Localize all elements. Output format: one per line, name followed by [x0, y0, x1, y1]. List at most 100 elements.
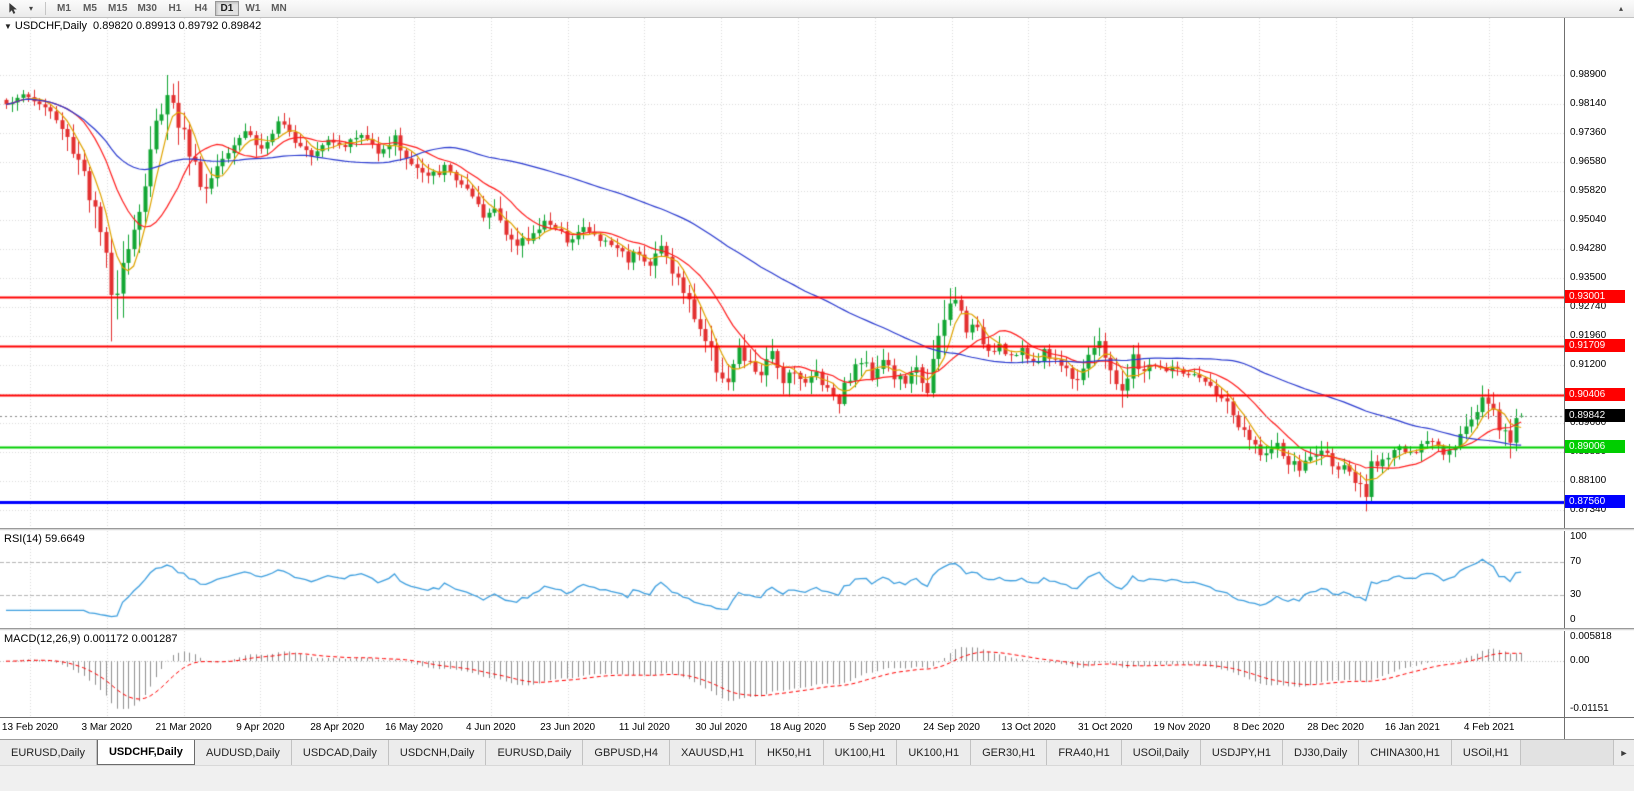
price-tick: 0.91960: [1570, 330, 1607, 342]
date-label: 9 Apr 2020: [236, 722, 285, 733]
macd-tick: 0.00: [1570, 655, 1590, 667]
chart-tab[interactable]: FRA40,H1: [1047, 740, 1122, 765]
date-label: 13 Feb 2020: [1, 722, 59, 733]
hline-price-badge: 0.91709: [1565, 338, 1625, 352]
toolbar-separator: [45, 2, 46, 15]
price-tick: 0.87340: [1570, 504, 1607, 515]
chart-tab[interactable]: USDCAD,Daily: [291, 740, 389, 765]
rsi-tick: 30: [1570, 589, 1582, 601]
panel-splitter[interactable]: [0, 628, 1634, 631]
chart-tab[interactable]: HK50,H1: [755, 740, 824, 765]
chart-tab[interactable]: UK100,H1: [823, 740, 898, 765]
date-label: 30 Jul 2020: [695, 722, 748, 733]
macd-tick: 0.005818: [1570, 631, 1612, 642]
chart-tab[interactable]: EURUSD,Daily: [486, 740, 584, 765]
chevron-down-icon: ▾: [28, 3, 33, 13]
chart-tab[interactable]: EURUSD,Daily: [0, 740, 97, 765]
chart-tab[interactable]: USDJPY,H1: [1200, 740, 1284, 765]
date-label: 4 Feb 2021: [1463, 722, 1515, 733]
time-axis-corner: [1564, 717, 1634, 739]
panel-splitter[interactable]: [0, 528, 1634, 531]
rsi-canvas[interactable]: [0, 531, 1564, 628]
rsi-tick: 100: [1570, 531, 1587, 542]
macd-canvas[interactable]: [0, 631, 1564, 717]
macd-tick: -0.01151: [1570, 703, 1609, 714]
rsi-panel: RSI(14) 59.6649 100 70 30 0: [0, 531, 1634, 628]
price-tick: 0.93500: [1570, 272, 1607, 284]
price-tick: 0.89660: [1570, 416, 1607, 428]
date-label: 28 Apr 2020: [310, 722, 365, 733]
timeframe-button-mn[interactable]: MN: [267, 1, 291, 16]
chart-tab-bar: EURUSD,Daily USDCHF,Daily AUDUSD,Daily USDC…: [0, 739, 1634, 765]
current-price-badge: 0.89842: [1565, 408, 1625, 422]
date-label: 23 Jun 2020: [540, 722, 596, 733]
chart-tab[interactable]: GBPUSD,H4: [583, 740, 670, 765]
timeframe-button-m15[interactable]: M15: [104, 1, 131, 16]
time-axis: 13 Feb 2020 3 Mar 2020 21 Mar 2020 9 Apr 20…: [0, 717, 1564, 739]
date-label: 18 Aug 2020: [769, 722, 827, 733]
hline-price-badge: 0.89006: [1565, 440, 1625, 454]
price-plot-area: ▼ USDCHF,Daily 0.89820 0.89913 0.89792 0.8…: [0, 18, 1564, 528]
date-label: 19 Nov 2020: [1153, 722, 1211, 733]
date-label: 4 Jun 2020: [466, 722, 516, 733]
hline-price-badge: 0.90406: [1565, 387, 1625, 401]
chart-tab[interactable]: CHINA300,H1: [1359, 740, 1452, 765]
chart-tab[interactable]: USDCHF,Daily: [96, 740, 195, 765]
date-label: 24 Sep 2020: [923, 722, 980, 733]
date-label: 16 Jan 2021: [1384, 722, 1440, 733]
date-label: 5 Sep 2020: [849, 722, 901, 733]
rsi-tick: 0: [1570, 614, 1576, 625]
rsi-plot-area: RSI(14) 59.6649: [0, 531, 1564, 628]
hline-price-badge: 0.93001: [1565, 289, 1625, 303]
scroll-right-icon: ►: [1619, 747, 1629, 758]
timeframe-button-w1[interactable]: W1: [241, 1, 265, 16]
cursor-tool-button[interactable]: [5, 1, 21, 16]
chart-mode-dropdown-button[interactable]: ▾: [23, 1, 39, 16]
tab-scroll-right-button[interactable]: ►: [1613, 740, 1634, 765]
toolbar-overflow-button[interactable]: ▴: [1613, 1, 1629, 16]
top-toolbar: ▾ M1 M5 M15 M30 H1 H4 D1 W1 MN ▴: [0, 0, 1634, 18]
chart-tab[interactable]: XAUUSD,H1: [669, 740, 756, 765]
macd-axis: 0.005818 0.00 -0.01151: [1564, 631, 1634, 717]
timeframe-button-h4[interactable]: H4: [189, 1, 213, 16]
price-panel: ▼ USDCHF,Daily 0.89820 0.89913 0.89792 0.8…: [0, 18, 1634, 528]
price-tick: 0.92740: [1570, 300, 1607, 312]
cursor-icon: [9, 3, 17, 14]
chart-tab[interactable]: AUDUSD,Daily: [194, 740, 292, 765]
chart-tabs: EURUSD,Daily USDCHF,Daily AUDUSD,Daily USDC…: [0, 740, 1613, 765]
price-tick: 0.94280: [1570, 242, 1607, 254]
date-label: 8 Dec 2020: [1233, 722, 1285, 733]
price-tick: 0.98900: [1570, 69, 1607, 80]
chart-tab[interactable]: GER30,H1: [971, 740, 1048, 765]
main-chart-canvas[interactable]: [0, 18, 1564, 528]
chart-window: ▼ USDCHF,Daily 0.89820 0.89913 0.89792 0.8…: [0, 18, 1634, 739]
timeframe-group: M1 M5 M15 M30 H1 H4 D1 W1 MN: [51, 1, 292, 16]
chart-tab[interactable]: USOil,H1: [1451, 740, 1521, 765]
date-label: 28 Dec 2020: [1307, 722, 1364, 733]
hline-price-badge: 0.87560: [1565, 494, 1625, 508]
status-strip: [0, 765, 1634, 791]
time-axis-row: 13 Feb 2020 3 Mar 2020 21 Mar 2020 9 Apr 20…: [0, 717, 1634, 739]
date-label: 16 May 2020: [385, 722, 443, 733]
price-tick: 0.88100: [1570, 475, 1607, 487]
price-tick: 0.97360: [1570, 126, 1607, 138]
macd-panel: MACD(12,26,9) 0.001172 0.001287 0.005818…: [0, 631, 1634, 717]
timeframe-button-h1[interactable]: H1: [163, 1, 187, 16]
timeframe-button-m5[interactable]: M5: [78, 1, 102, 16]
chart-tab[interactable]: DJ30,Daily: [1283, 740, 1360, 765]
price-tick: 0.98140: [1570, 97, 1607, 109]
date-label: 31 Oct 2020: [1077, 722, 1133, 733]
rsi-axis: 100 70 30 0: [1564, 531, 1634, 628]
price-tick: 0.91200: [1570, 358, 1607, 370]
macd-plot-area: MACD(12,26,9) 0.001172 0.001287: [0, 631, 1564, 717]
chart-tab[interactable]: USOil,Daily: [1121, 740, 1201, 765]
timeframe-button-m30[interactable]: M30: [133, 1, 160, 16]
timeframe-button-d1[interactable]: D1: [214, 1, 239, 16]
chart-tab[interactable]: UK100,H1: [897, 740, 972, 765]
price-tick: 0.96580: [1570, 156, 1607, 168]
rsi-tick: 70: [1570, 555, 1582, 567]
chart-tab[interactable]: USDCNH,Daily: [388, 740, 487, 765]
timeframe-button-m1[interactable]: M1: [52, 1, 76, 16]
overflow-arrow-icon: ▴: [1618, 3, 1623, 13]
